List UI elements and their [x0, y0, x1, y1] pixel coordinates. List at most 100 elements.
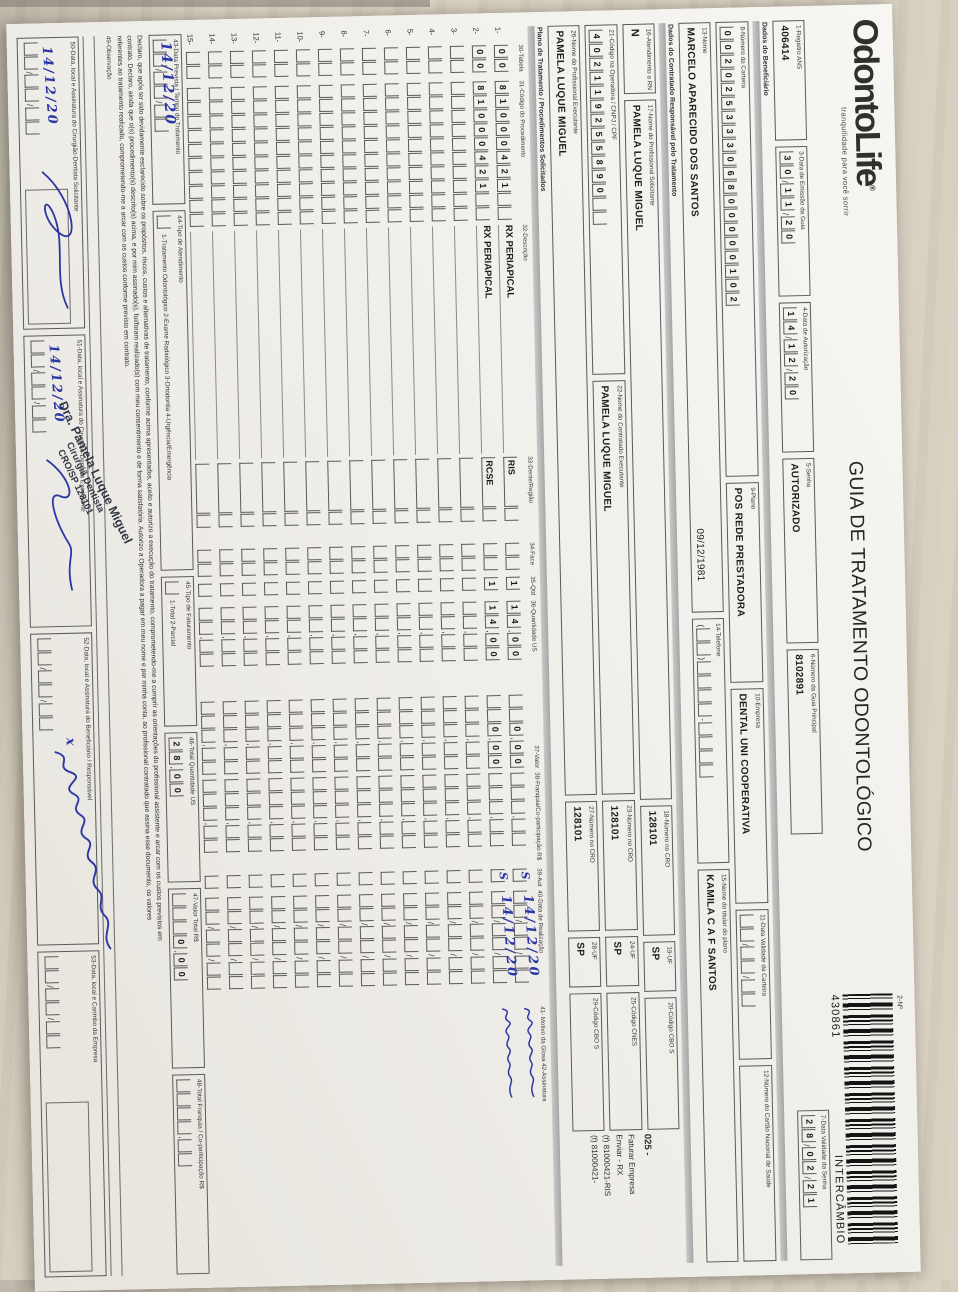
- separator: /: [783, 368, 794, 372]
- digit-cell: [405, 46, 420, 61]
- digit-cell: [360, 972, 375, 987]
- digit-cell: [475, 207, 490, 221]
- field-codigo-operadora: 21-Código na Operadora / CNPJ / CPF 4021…: [584, 24, 625, 375]
- digit-cell: 0: [719, 26, 735, 40]
- digit-cell: [297, 141, 313, 155]
- digit-cell: [315, 909, 330, 923]
- digit-cell: [698, 735, 713, 750]
- digit-cell: [313, 823, 328, 837]
- digit-cell: 2: [168, 737, 184, 751]
- digit-cell: [173, 921, 188, 935]
- digit-cell: [408, 180, 424, 195]
- auth-cell: [226, 875, 241, 889]
- field-validade-carteira: 11-Data Validade da Carteira //: [735, 909, 772, 1060]
- column-header: 34-Face: [527, 542, 536, 566]
- digit-cell: [230, 100, 246, 115]
- digit-cell: [207, 51, 223, 65]
- digit-cell: [425, 938, 441, 953]
- odontolife-logo: OdontoLife®: [845, 18, 889, 192]
- digit-cell: 0: [495, 122, 510, 137]
- digit-cell: 2: [590, 113, 605, 127]
- digit-cell: [381, 925, 396, 940]
- digit-cell: [44, 988, 59, 1002]
- digit-cell: [265, 638, 280, 652]
- digit-cell: [337, 908, 352, 922]
- digit-cell: [154, 104, 169, 118]
- barcode-block: 2-Nº 430861 INTERCÂMBIO: [826, 993, 910, 1260]
- digit-cell: [201, 747, 216, 761]
- separator: ,: [247, 821, 258, 825]
- digit-cell: 2: [720, 54, 735, 68]
- digit-cell: [490, 891, 506, 905]
- digit-cell: [465, 755, 481, 769]
- digit-cell: [218, 514, 233, 528]
- digit-cell: [224, 793, 239, 807]
- field-cro-prof-executante: 27-Número no CRO 128101: [564, 800, 601, 932]
- digit-cell: [228, 961, 243, 976]
- digit-cell: [399, 757, 415, 771]
- separator: /: [37, 667, 48, 670]
- digit-cell: [381, 907, 396, 921]
- digit-cell: 4: [496, 150, 511, 165]
- digit-cell: [253, 114, 268, 128]
- qty-cell: [461, 577, 477, 591]
- digit-cell: [491, 937, 507, 951]
- digit-cell: [379, 821, 394, 836]
- digit-cell: [334, 776, 349, 790]
- digit-cell: [364, 181, 380, 196]
- digit-cell: [265, 652, 280, 666]
- digit-cell: 8: [494, 80, 509, 95]
- digit-cell: [403, 939, 419, 953]
- digit-cell: [227, 910, 242, 925]
- digit-cell: 0: [723, 194, 738, 208]
- qty-cell: [263, 582, 279, 596]
- digit-cell: [428, 96, 444, 110]
- digit-cell: [319, 112, 334, 127]
- digit-cell: 0: [724, 222, 739, 236]
- auth-cell: [358, 872, 373, 886]
- digit-cell: [363, 111, 378, 126]
- digit-cell: [274, 99, 290, 114]
- digit-cell: 1: [589, 85, 605, 99]
- qty-cell: [351, 580, 367, 594]
- separator: /: [425, 921, 436, 925]
- digit-cell: [397, 649, 412, 663]
- digit-cell: [359, 908, 374, 922]
- separator: /: [448, 953, 459, 957]
- digit-cell: [246, 792, 261, 806]
- digit-cell: 1: [779, 183, 794, 197]
- digit-cell: [225, 825, 240, 839]
- separator: ,: [374, 632, 386, 636]
- separator: ,: [418, 631, 430, 635]
- digit-cell: [486, 708, 502, 722]
- separator: ,: [287, 634, 298, 638]
- auth-cell: [270, 874, 285, 888]
- digit-cell: [382, 972, 397, 986]
- digit-cell: [384, 83, 399, 97]
- digit-cell: [37, 684, 53, 698]
- digit-cell: [441, 634, 456, 648]
- digit-cell: [202, 807, 218, 821]
- digit-cell: [202, 779, 217, 793]
- digit-cell: 0: [780, 230, 796, 244]
- digit-cell: [451, 109, 466, 124]
- digit-cell: [504, 507, 519, 521]
- row-number: 12-: [251, 32, 261, 44]
- digit-cell: [696, 628, 711, 642]
- digit-cell: [266, 713, 282, 727]
- digit-cell: 4: [506, 614, 521, 628]
- digit-cell: [269, 838, 284, 852]
- digit-cell: [338, 959, 353, 973]
- digit-cell: [243, 638, 258, 653]
- digit-cell: [223, 747, 238, 761]
- tooth-region-cell: [283, 461, 299, 512]
- digit-cell: [291, 823, 306, 838]
- digit-cell: [219, 549, 234, 563]
- digit-cell: [362, 61, 377, 76]
- digit-cell: [247, 824, 262, 839]
- digit-cell: [201, 761, 217, 775]
- tooth-region-cell: [371, 459, 387, 510]
- field-assinatura-solicitante: 50-Data, local e Assinatura do Cirurgião…: [16, 36, 85, 330]
- digit-cell: [285, 561, 300, 575]
- separator: ,: [267, 742, 278, 746]
